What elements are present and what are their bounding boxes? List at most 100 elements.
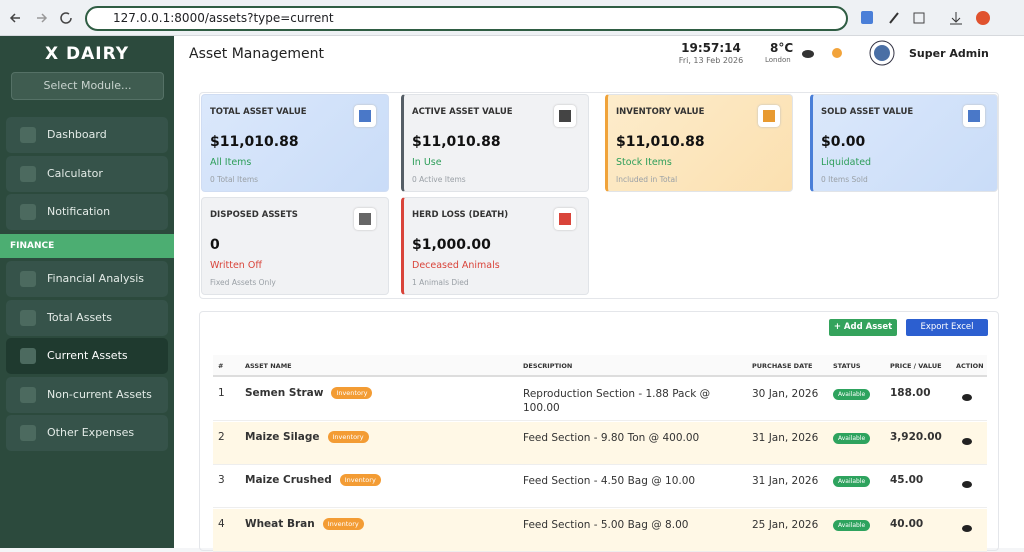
section-label: FINANCE: [0, 234, 174, 258]
status-badge: Available: [833, 476, 871, 487]
card-note: 1 Animals Died: [412, 278, 469, 287]
nav-buttons[interactable]: [8, 10, 74, 26]
menu-item[interactable]: Current Assets: [6, 338, 168, 374]
card-icon: [354, 105, 376, 127]
asset-name: Wheat Bran Inventory: [245, 517, 364, 530]
city: London: [765, 56, 791, 64]
card-value: $11,010.88: [210, 134, 299, 150]
assets-panel: + Add Asset Export Excel # ASSET NAME DESCRI…: [199, 311, 999, 552]
temperature: 8°C: [770, 41, 794, 55]
card-note: Included in Total: [616, 175, 678, 184]
status-badge: Available: [833, 519, 871, 531]
card-value: 0: [210, 237, 220, 253]
stat-card: TOTAL ASSET VALUE $11,010.88 All Items 0 To…: [201, 94, 389, 192]
description: Feed Section - 5.00 Bag @ 8.00: [523, 518, 689, 531]
toolbar-icons: [861, 11, 990, 25]
card-note: Fixed Assets Only: [210, 278, 276, 287]
card-note: 0 Active Items: [412, 175, 466, 184]
menu-label: Calculator: [47, 166, 103, 180]
main: Asset Management 19:57:14 Fri, 13 Feb 20…: [174, 36, 1024, 552]
card-icon: [554, 208, 576, 230]
card-note: 0 Total Items: [210, 175, 259, 184]
menu-icon: [20, 348, 36, 364]
stat-card: HERD LOSS (DEATH) $1,000.00 Deceased Anima…: [401, 197, 589, 295]
add-asset-button[interactable]: + Add Asset: [829, 319, 897, 336]
menu-item[interactable]: Calculator: [6, 155, 168, 192]
price: 40.00: [890, 517, 924, 530]
menu-item[interactable]: Other Expenses: [6, 415, 168, 451]
summary-panel: TOTAL ASSET VALUE $11,010.88 All Items 0 To…: [199, 92, 999, 299]
menu-item[interactable]: Notification: [6, 194, 168, 230]
view-action[interactable]: [962, 394, 972, 401]
description: Feed Section - 9.80 Ton @ 400.00: [523, 431, 700, 444]
asset-name: Maize Crushed Inventory: [245, 474, 381, 486]
description: Reproduction Section - 1.88 Pack @ 100.0…: [523, 388, 711, 414]
row-index: 3: [218, 474, 225, 486]
header-icons[interactable]: [800, 44, 846, 62]
stat-card: ACTIVE ASSET VALUE $11,010.88 In Use 0 Acti…: [401, 94, 589, 192]
card-status: In Use: [412, 157, 442, 168]
menu-label: Other Expenses: [47, 426, 135, 439]
menu-label: Current Assets: [47, 349, 128, 362]
price: 3,920.00: [890, 430, 942, 443]
view-action[interactable]: [962, 481, 972, 488]
menu-icon: [20, 309, 36, 326]
type-badge: Inventory: [339, 474, 381, 486]
column-header: ACTION: [956, 362, 984, 370]
user-name[interactable]: Super Admin: [909, 47, 989, 60]
card-title: DISPOSED ASSETS: [210, 210, 298, 220]
stat-card: INVENTORY VALUE $11,010.88 Stock Items Incl…: [605, 94, 793, 192]
column-header: ASSET NAME: [245, 362, 292, 370]
menu-icon: [20, 204, 36, 220]
column-header: DESCRIPTION: [523, 362, 573, 370]
view-action[interactable]: [962, 524, 972, 532]
menu-label: Total Assets: [47, 310, 112, 324]
menu-label: Dashboard: [47, 128, 107, 141]
card-status: Written Off: [210, 260, 262, 271]
asset-name: Maize Silage Inventory: [245, 430, 369, 443]
column-header: PRICE / VALUE: [890, 362, 942, 370]
menu-icon: [20, 386, 36, 403]
card-status: Stock Items: [616, 157, 672, 168]
sidebar: X DAIRY Select Module... FINANCE Dashboa…: [0, 36, 174, 548]
card-status: Liquidated: [821, 157, 872, 168]
menu-label: Notification: [47, 205, 111, 218]
purchase-date: 31 Jan, 2026: [752, 475, 819, 487]
table-header-bg: [213, 355, 987, 377]
menu-item[interactable]: Dashboard: [6, 117, 168, 153]
type-badge: Inventory: [322, 517, 364, 530]
avatar[interactable]: [869, 40, 895, 66]
type-badge: Inventory: [327, 430, 369, 443]
card-value: $0.00: [821, 134, 866, 150]
column-header: #: [218, 362, 224, 370]
menu-icon: [20, 271, 36, 287]
menu-item[interactable]: Non-current Assets: [6, 376, 168, 413]
purchase-date: 25 Jan, 2026: [752, 518, 819, 531]
module-select[interactable]: Select Module...: [11, 72, 164, 100]
export-excel-button[interactable]: Export Excel: [906, 319, 988, 336]
view-action[interactable]: [962, 437, 972, 445]
card-icon: [354, 208, 376, 230]
browser-bar: 127.0.0.1:8000/assets?type=current: [0, 0, 1024, 36]
description: Feed Section - 4.50 Bag @ 10.00: [523, 475, 696, 487]
address-bar[interactable]: 127.0.0.1:8000/assets?type=current: [85, 6, 848, 31]
price: 45.00: [890, 474, 924, 486]
price: 188.00: [890, 387, 931, 399]
menu-item[interactable]: Financial Analysis: [6, 261, 168, 297]
card-icon: [963, 105, 985, 127]
card-title: INVENTORY VALUE: [616, 107, 705, 117]
purchase-date: 30 Jan, 2026: [752, 388, 819, 400]
card-value: $1,000.00: [412, 237, 491, 253]
stat-card: DISPOSED ASSETS 0 Written Off Fixed Assets …: [201, 197, 389, 295]
menu-icon: [20, 425, 36, 441]
card-value: $11,010.88: [616, 134, 705, 150]
card-title: ACTIVE ASSET VALUE: [412, 107, 513, 117]
menu-icon: [20, 165, 36, 182]
row-index: 2: [218, 430, 225, 443]
clock: 19:57:14: [681, 41, 741, 55]
date: Fri, 13 Feb 2026: [678, 56, 744, 65]
menu-item[interactable]: Total Assets: [6, 299, 168, 336]
stat-card: SOLD ASSET VALUE $0.00 Liquidated 0 Items S…: [810, 94, 998, 192]
menu-icon: [20, 127, 36, 143]
